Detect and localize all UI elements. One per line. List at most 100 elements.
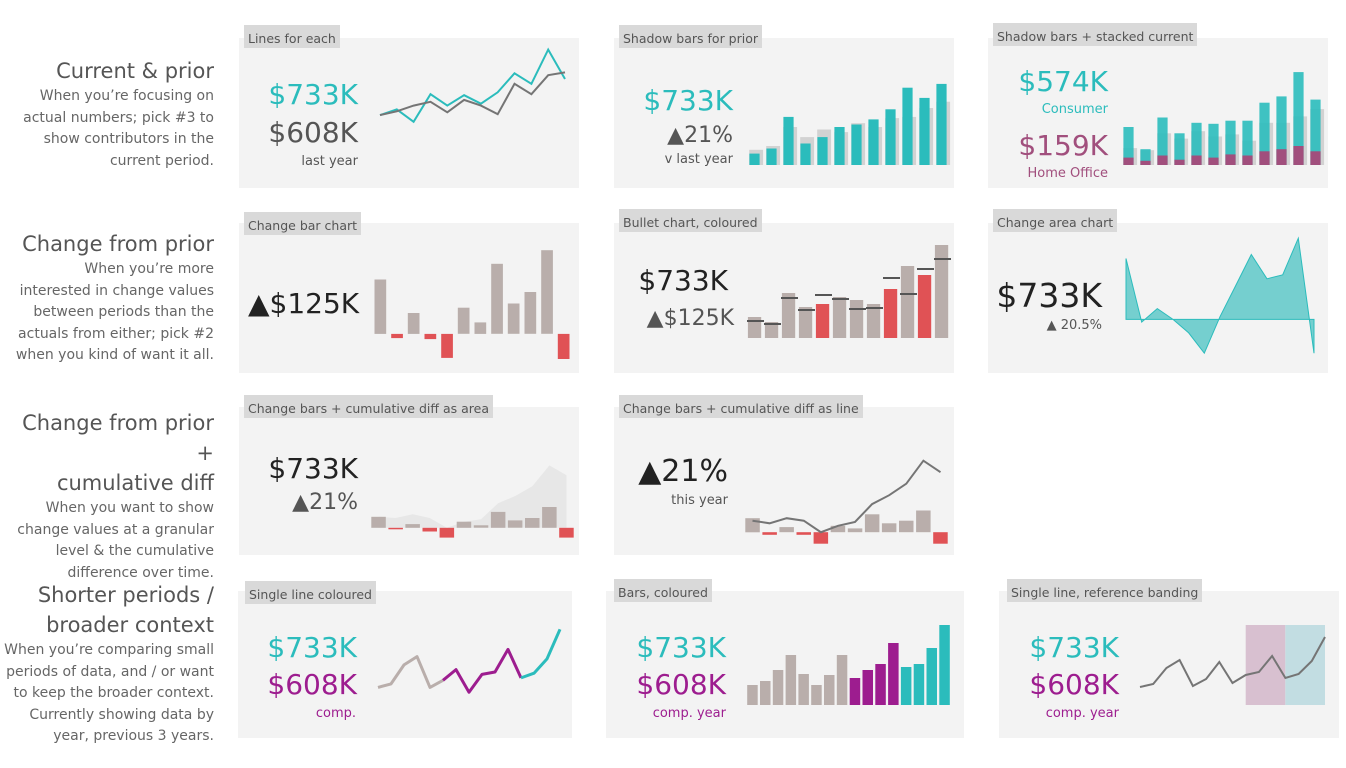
kpi-current-value: $733K <box>638 264 728 297</box>
current-bar <box>919 97 930 165</box>
change-bar <box>559 527 574 538</box>
change-bar <box>916 510 931 533</box>
current-bar <box>749 153 760 165</box>
row-title: Change from prior + cumulative diff <box>22 411 214 495</box>
current-bar <box>1242 120 1253 165</box>
change-bar <box>524 292 537 334</box>
change-bar <box>374 279 387 334</box>
change-bar <box>881 523 897 533</box>
kpi-home-office-label: Home Office <box>1027 166 1108 181</box>
kpi-current-value: $733K <box>268 452 358 485</box>
kpi-subtitle: last year <box>301 154 358 169</box>
change-bar <box>371 516 386 528</box>
row-description: When you’re comparing small periods of da… <box>4 642 214 744</box>
bullet-bar <box>883 289 898 338</box>
line-segment-teal <box>520 628 562 680</box>
row-description: When you’re more interested in change val… <box>15 261 214 363</box>
bullet-bar <box>900 266 915 338</box>
period-bar <box>836 655 848 705</box>
kpi-consumer-value: $574K <box>1018 65 1108 98</box>
change-bar <box>779 527 794 533</box>
change-area <box>1125 236 1315 355</box>
kpi-subtitle: comp. year <box>1045 706 1119 721</box>
change-bar <box>391 333 403 339</box>
change-bar <box>441 333 453 358</box>
change-bar <box>490 511 506 528</box>
change-bar <box>388 527 403 530</box>
change-bar <box>847 528 863 533</box>
kpi-comparison-value: $608K <box>267 668 357 701</box>
panel-lines-for-each <box>239 38 579 188</box>
change-bar <box>507 520 523 528</box>
prior-series-line <box>379 71 566 117</box>
kpi-current-value: $733K <box>996 276 1102 315</box>
change-bar <box>525 518 540 528</box>
period-bar <box>785 655 797 705</box>
period-bar <box>926 648 937 705</box>
current-bar <box>817 137 828 165</box>
home-office-bar <box>1242 155 1253 165</box>
current-bar <box>1225 120 1236 165</box>
panel-label: Bullet chart, coloured <box>619 209 762 232</box>
row-description: When you want to show change values at a … <box>17 500 214 581</box>
home-office-bar <box>1225 154 1236 165</box>
row-description: When you’re focusing on actual numbers; p… <box>23 88 214 169</box>
kpi-comparison-value: $608K <box>1029 668 1119 701</box>
period-bar <box>888 643 899 705</box>
period-bar <box>849 678 861 705</box>
current-bar <box>1276 96 1287 165</box>
current-series-line <box>379 47 566 124</box>
change-bar <box>407 313 420 334</box>
current-bar <box>902 87 913 165</box>
row-heading-shorter-periods: Shorter periods / broader context When yo… <box>0 580 214 748</box>
home-office-bar <box>1123 157 1134 165</box>
line-segment-pink <box>442 647 523 694</box>
change-bar <box>899 520 914 533</box>
change-bar <box>474 322 487 334</box>
change-bar <box>557 333 570 359</box>
current-bar <box>1259 102 1270 165</box>
current-bar <box>868 119 879 165</box>
change-bar <box>456 521 472 528</box>
period-bar <box>824 675 835 705</box>
kpi-current-value: $733K <box>636 631 726 664</box>
change-bar <box>424 333 437 340</box>
current-bar <box>1157 117 1168 165</box>
panel-label: Shadow bars + stacked current <box>993 23 1198 46</box>
change-bar <box>830 525 846 533</box>
current-bar <box>851 124 862 165</box>
bullet-bar <box>866 304 881 338</box>
kpi-subtitle: comp. year <box>652 706 726 721</box>
bullet-bar <box>917 275 932 338</box>
period-bar <box>760 681 771 705</box>
kpi-current-value: $733K <box>268 78 358 111</box>
bullet-bar <box>764 322 779 338</box>
period-bar <box>862 670 873 705</box>
cumulative-diff-line <box>752 459 942 534</box>
sales-line <box>1139 636 1326 688</box>
kpi-subtitle: this year <box>671 493 728 508</box>
panel-cumulative-area <box>239 407 579 555</box>
home-office-bar <box>1310 151 1321 165</box>
row-heading-current-prior: Current & prior When you’re focusing on a… <box>0 56 214 172</box>
kpi-change-percent: ▲21% <box>638 454 728 489</box>
period-bar <box>875 664 886 705</box>
panel-label: Bars, coloured <box>614 579 712 602</box>
change-bar <box>813 532 829 544</box>
panel-label: Change area chart <box>993 209 1118 232</box>
current-bar <box>800 143 811 165</box>
home-office-bar <box>1174 159 1185 165</box>
bullet-bar <box>798 307 813 338</box>
period-bar <box>747 685 758 705</box>
change-bar <box>507 303 520 334</box>
current-bar <box>1208 123 1219 165</box>
